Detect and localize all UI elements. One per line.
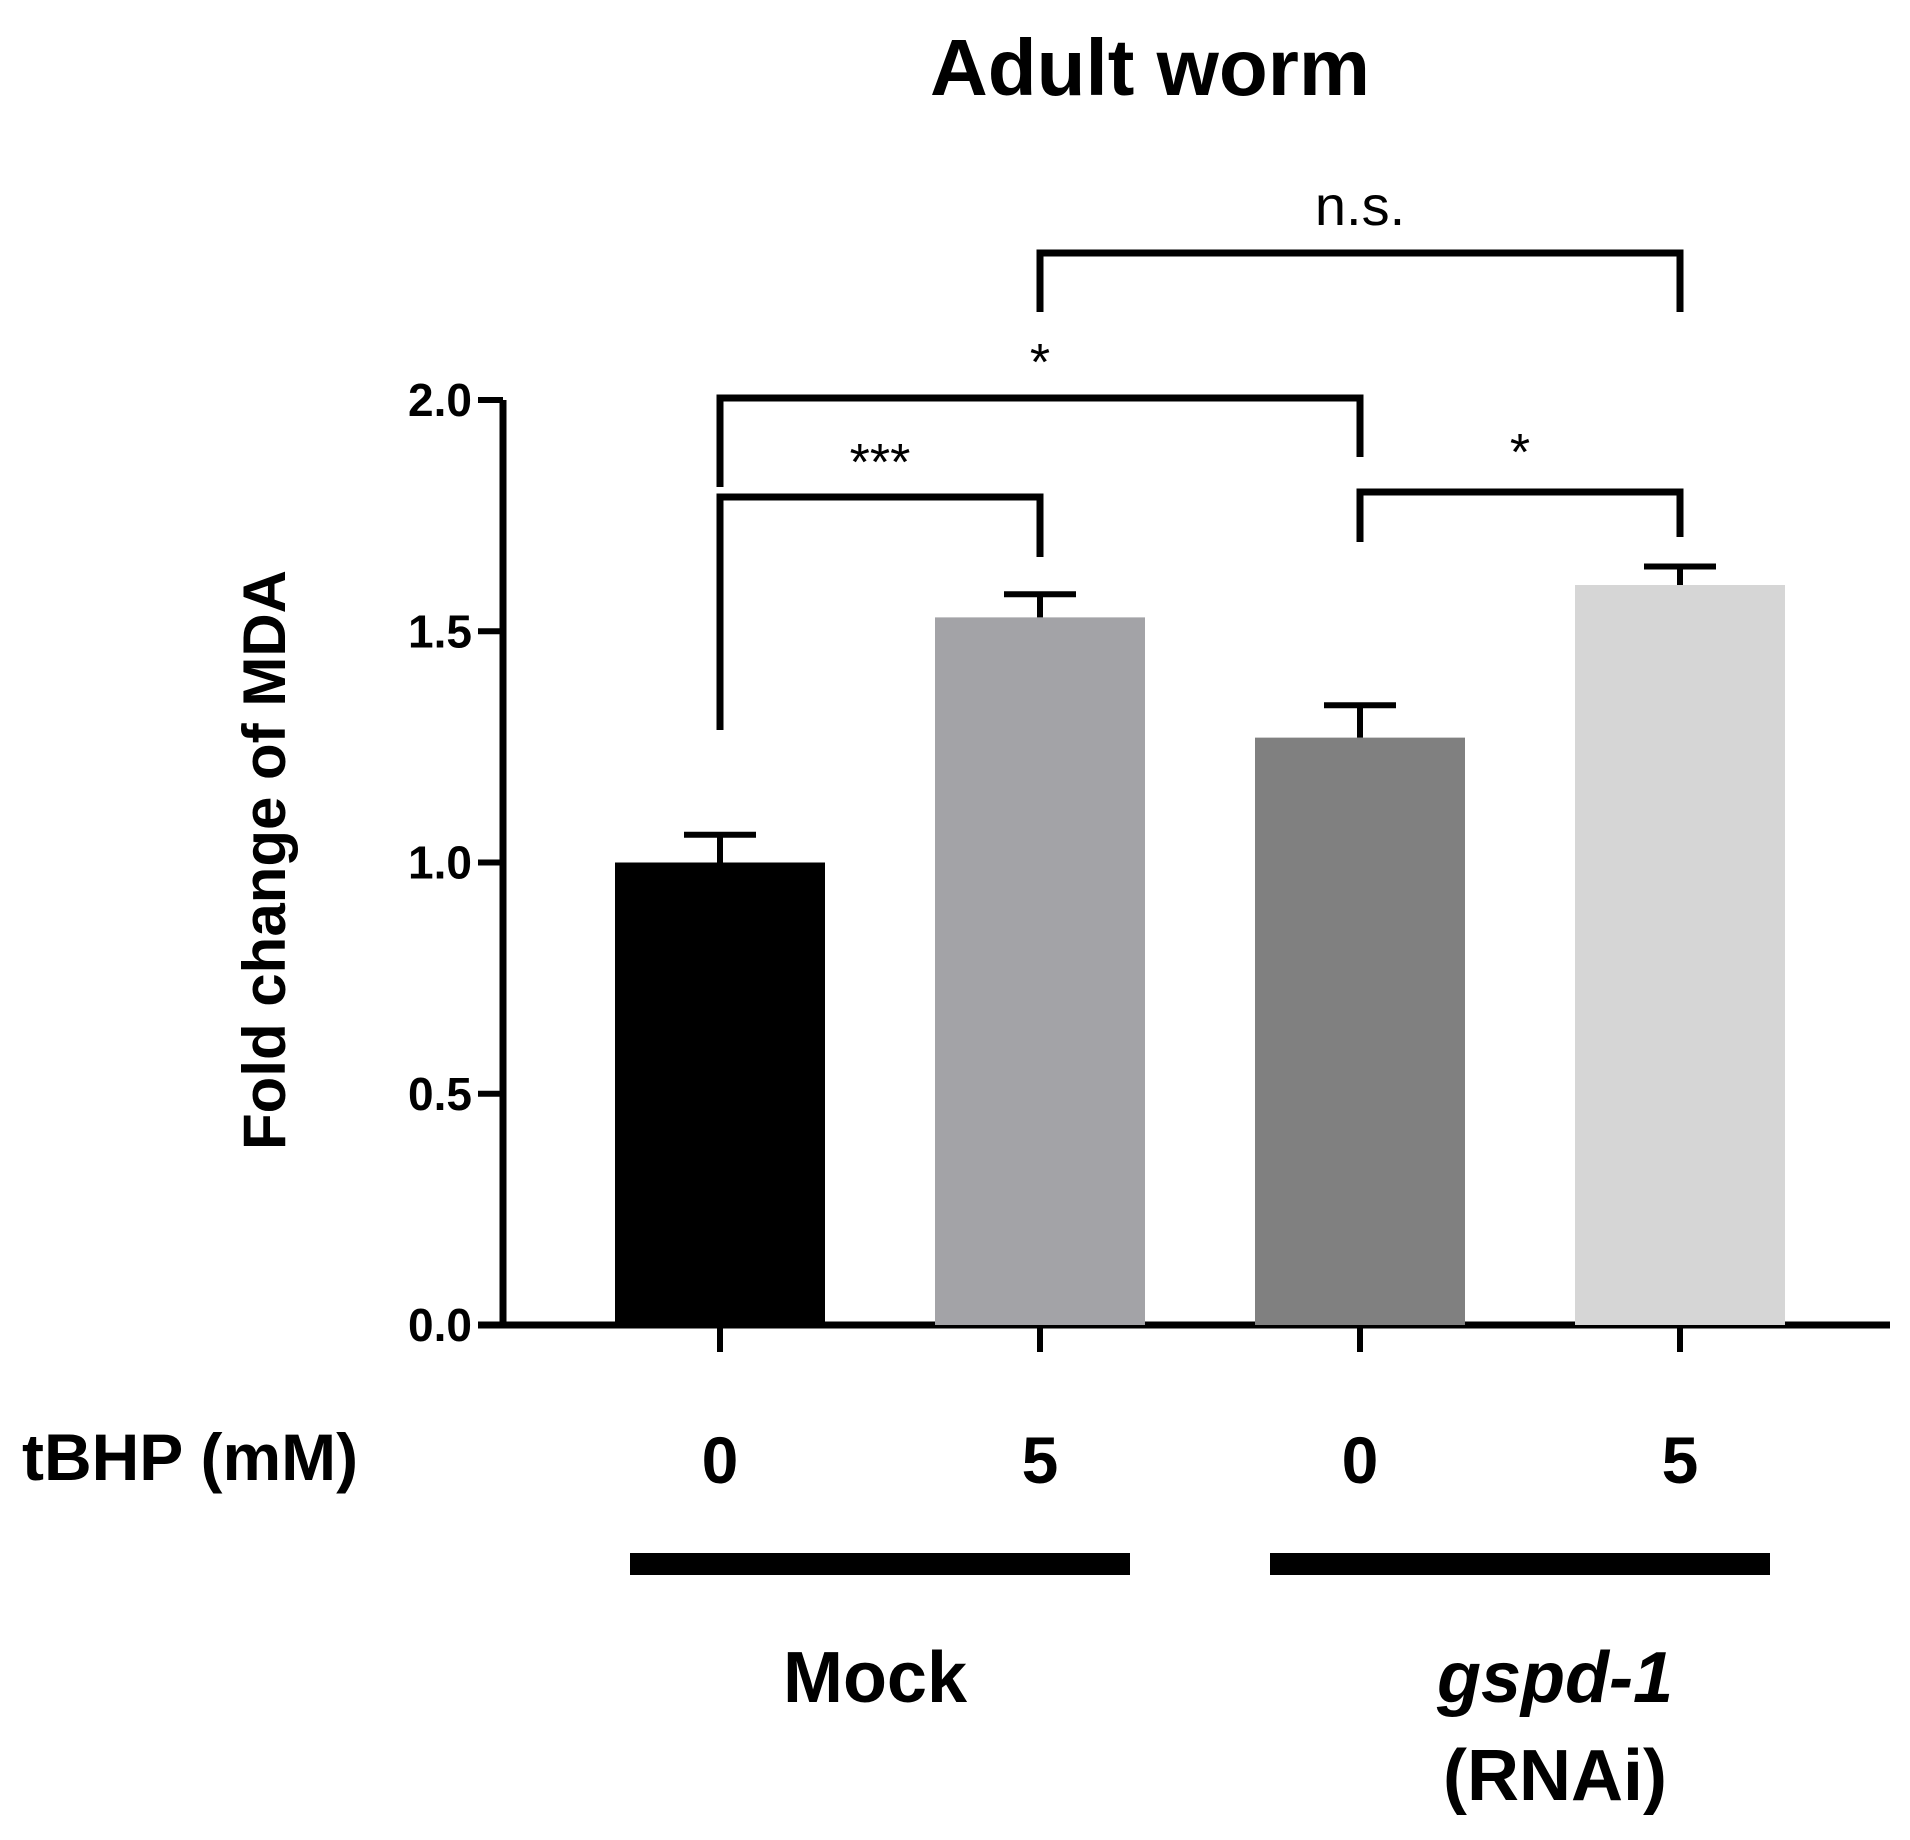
y-tick-label: 1.5 (408, 605, 472, 657)
bars (615, 563, 1785, 1325)
significance-bracket (716, 493, 1044, 730)
significance-bracket (716, 394, 1364, 487)
significance-bracket (1356, 488, 1684, 542)
significance-bracket (1036, 249, 1684, 312)
bar (1255, 737, 1465, 1325)
group-label: Mock (783, 1638, 968, 1718)
significance-label: * (1030, 334, 1050, 392)
y-tick-label: 0.0 (408, 1299, 472, 1351)
y-axis-label: Fold change of MDA (231, 570, 298, 1150)
bar (1575, 585, 1785, 1325)
y-tick-label: 0.5 (408, 1068, 472, 1120)
x-category-label: 5 (1022, 1423, 1059, 1497)
significance-label: * (1510, 424, 1530, 482)
group-label-gene: gspd-1 (1436, 1638, 1673, 1718)
group-bar (1270, 1553, 1770, 1575)
group-labels: Mock gspd-1 (RNAi) (630, 1553, 1770, 1816)
y-tick-label: 2.0 (408, 374, 472, 426)
chart-title: Adult worm (930, 23, 1370, 112)
group-label-suffix: (RNAi) (1443, 1736, 1667, 1816)
significance-label: *** (850, 434, 911, 492)
x-axis-label: tBHP (mM) (22, 1420, 358, 1494)
group-bar (630, 1553, 1130, 1575)
x-category-label: 5 (1662, 1423, 1699, 1497)
x-category-label: 0 (1342, 1423, 1379, 1497)
bar (935, 617, 1145, 1325)
x-category-label: 0 (702, 1423, 739, 1497)
significance-label: n.s. (1315, 174, 1405, 237)
bar (615, 862, 825, 1325)
significance-brackets: *****n.s. (716, 174, 1684, 730)
y-tick-label: 1.0 (408, 837, 472, 889)
